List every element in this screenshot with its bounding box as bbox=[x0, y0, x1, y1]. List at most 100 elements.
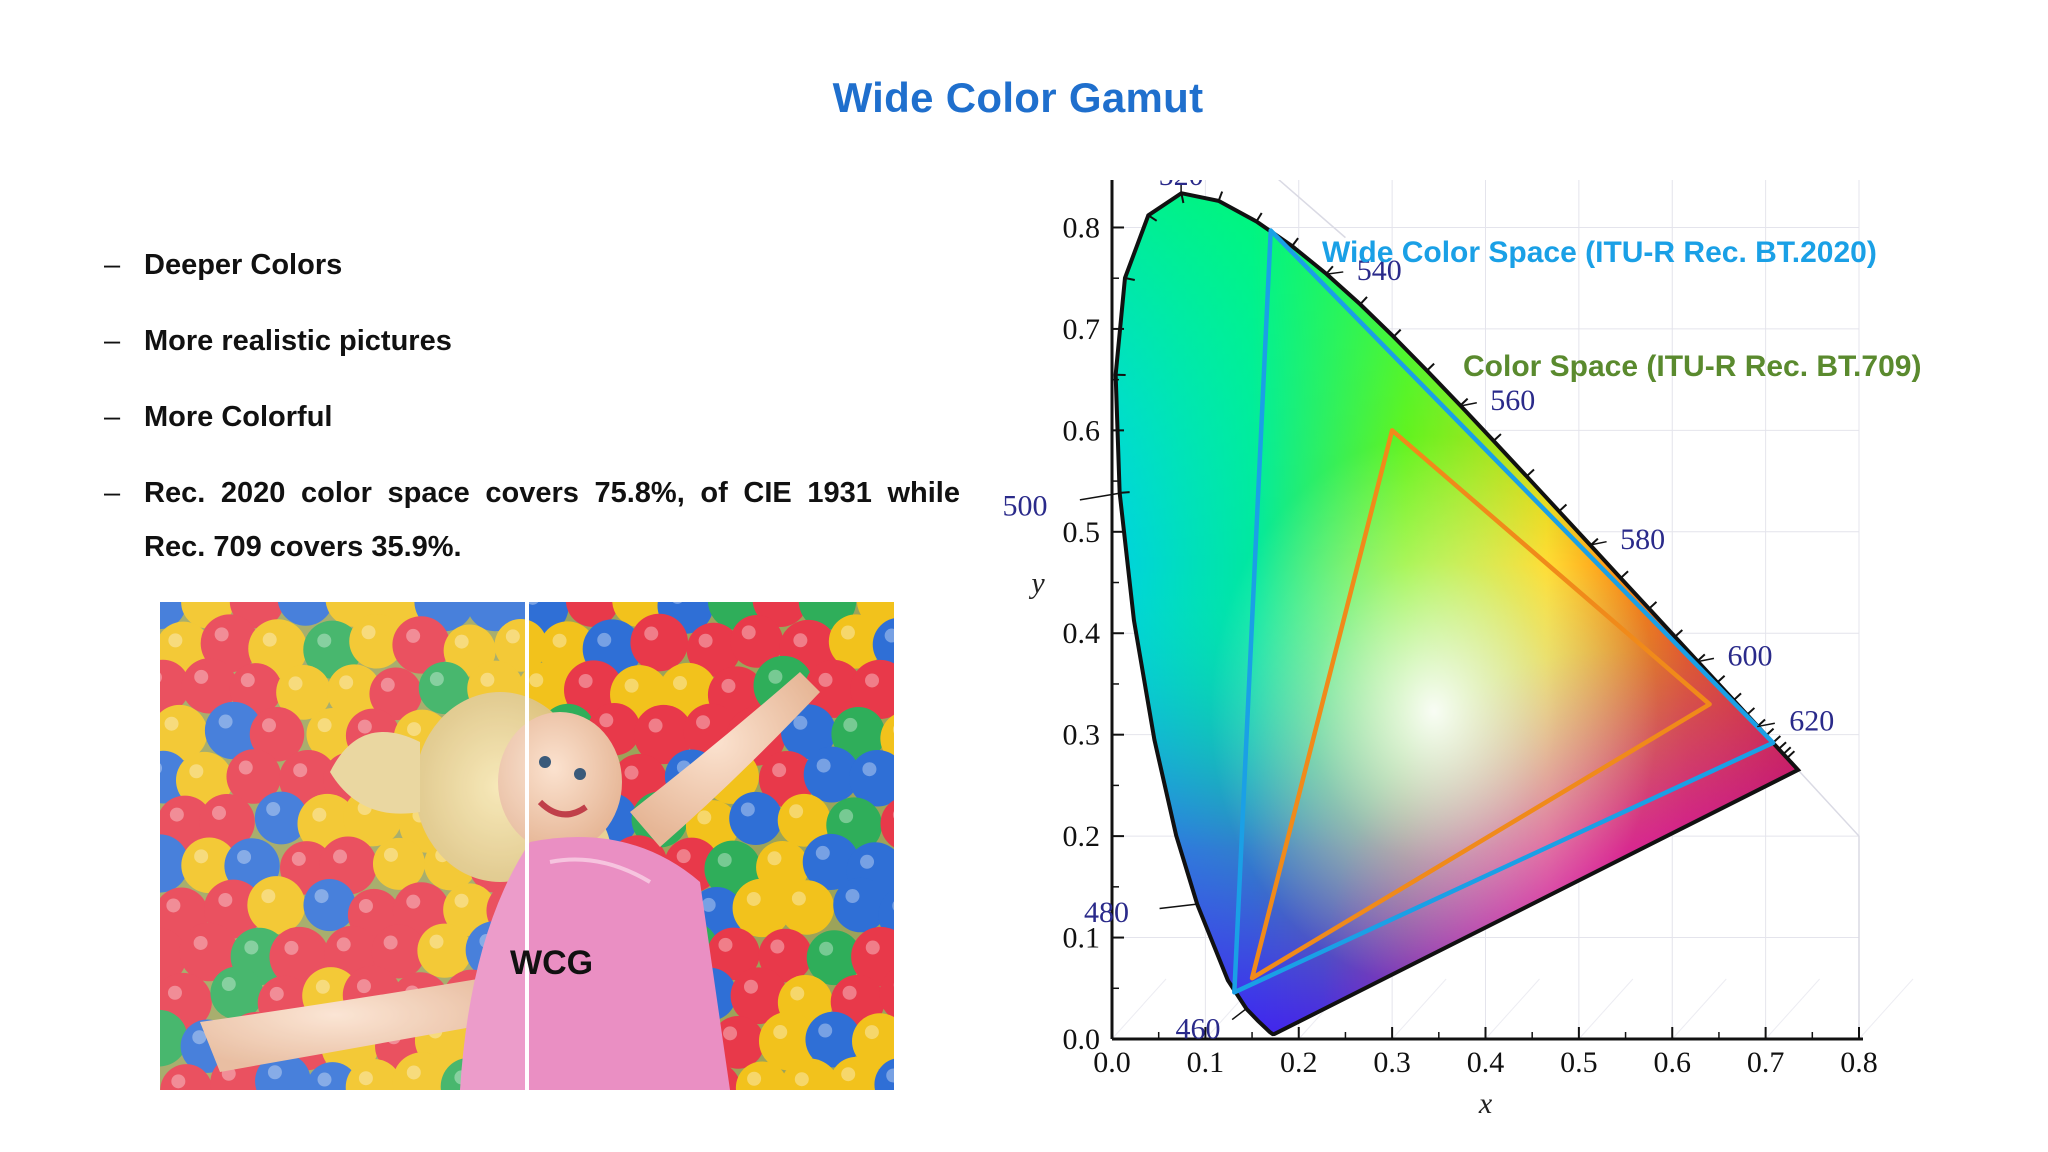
ball-highlight bbox=[406, 894, 421, 909]
locus-tick bbox=[1696, 653, 1706, 662]
locus-tick bbox=[1147, 214, 1158, 222]
locus-tick bbox=[1786, 750, 1796, 759]
plastic-ball bbox=[160, 602, 187, 630]
ball-highlight bbox=[793, 715, 808, 730]
plastic-ball bbox=[630, 613, 689, 672]
plastic-ball bbox=[306, 708, 359, 761]
plastic-ball bbox=[392, 882, 450, 940]
locus-tick bbox=[1392, 328, 1402, 338]
ball-highlight bbox=[333, 849, 348, 864]
plastic-ball bbox=[229, 663, 282, 716]
plastic-ball bbox=[369, 667, 423, 721]
y-tick-label: 0.6 bbox=[1063, 414, 1101, 447]
ball-highlight bbox=[865, 940, 880, 955]
ball-highlight bbox=[169, 807, 184, 822]
ball-highlight bbox=[406, 1065, 421, 1080]
plastic-ball bbox=[210, 966, 264, 1020]
plastic-ball bbox=[686, 622, 741, 677]
wcg-label: WCG bbox=[510, 944, 594, 982]
ball-highlight bbox=[552, 633, 567, 648]
plastic-ball bbox=[254, 791, 308, 845]
y-tick-label: 0.0 bbox=[1063, 1023, 1101, 1056]
y-tick-label: 0.4 bbox=[1063, 617, 1101, 650]
plastic-ball bbox=[758, 750, 816, 808]
plastic-ball bbox=[758, 1011, 818, 1071]
plastic-ball bbox=[831, 707, 886, 761]
x-tick-label: 0.6 bbox=[1654, 1046, 1692, 1079]
ball-highlight bbox=[214, 627, 229, 642]
ball-highlight bbox=[741, 625, 756, 640]
ball-pit-photo bbox=[160, 602, 894, 1090]
wavelength-label-520: 520 bbox=[1159, 180, 1204, 192]
plastic-ball bbox=[392, 616, 450, 674]
plastic-ball bbox=[805, 1011, 862, 1068]
ball-highlight bbox=[697, 810, 712, 825]
ball-highlight bbox=[676, 849, 691, 864]
plastic-ball bbox=[276, 665, 331, 720]
plastic-ball bbox=[247, 876, 306, 935]
ball-highlight bbox=[266, 801, 281, 816]
ball-highlight bbox=[839, 809, 854, 824]
ball-highlight bbox=[314, 889, 329, 904]
plastic-ball bbox=[803, 746, 860, 803]
locus-tick bbox=[1359, 296, 1368, 305]
legend-bt2020: Wide Color Space (ITU-R Rec. BT.2020) bbox=[1322, 236, 1877, 269]
ball-highlight bbox=[454, 893, 469, 908]
ball-highlight bbox=[845, 889, 860, 904]
ball-highlight bbox=[886, 1068, 894, 1083]
ball-highlight bbox=[892, 810, 894, 819]
ball-highlight bbox=[361, 625, 376, 640]
ball-highlight bbox=[747, 1071, 762, 1086]
wavelength-leader bbox=[1079, 492, 1120, 501]
ball-highlight bbox=[770, 939, 785, 954]
plastic-ball bbox=[160, 704, 208, 761]
ball-highlight bbox=[862, 762, 877, 777]
ball-highlight bbox=[841, 1067, 856, 1082]
ball-highlight bbox=[358, 1071, 373, 1086]
ball-highlight bbox=[261, 889, 276, 904]
plastic-ball bbox=[777, 793, 831, 847]
ball-highlight bbox=[317, 718, 332, 733]
ball-highlight bbox=[315, 979, 330, 994]
x-tick-label: 0.7 bbox=[1747, 1046, 1785, 1079]
ball-highlight bbox=[740, 802, 755, 817]
plastic-ball bbox=[735, 1061, 789, 1090]
plastic-ball bbox=[828, 614, 884, 669]
plastic-ball bbox=[160, 659, 190, 714]
ball-highlight bbox=[192, 1030, 207, 1045]
plastic-ball bbox=[279, 750, 338, 809]
ball-highlight bbox=[189, 764, 204, 779]
y-tick-label: 0.5 bbox=[1063, 516, 1101, 549]
plastic-ball bbox=[392, 1052, 451, 1090]
ball-highlight bbox=[429, 934, 444, 949]
ball-highlight bbox=[218, 892, 233, 907]
plastic-ball bbox=[874, 1058, 894, 1090]
plastic-ball bbox=[729, 791, 783, 846]
ball-highlight bbox=[480, 672, 495, 687]
ball-highlight bbox=[723, 1026, 738, 1041]
ball-highlight bbox=[238, 760, 253, 775]
ball-highlight bbox=[789, 804, 804, 819]
wavelength-label-500: 500 bbox=[1002, 489, 1047, 522]
cie-chromaticity-diagram: 0.0 0.1 0.2 0.3 0.4 0.5 0.6 0.7 0.8 0.0 0.1 0.2 0.3 0… bbox=[1000, 180, 2040, 1140]
grid-line bbox=[1391, 978, 1447, 1040]
locus-tick bbox=[1325, 265, 1334, 275]
ball-highlight bbox=[864, 1025, 879, 1040]
cie-1931-chart: 0.0 0.1 0.2 0.3 0.4 0.5 0.6 0.7 0.8 0.0 0.1 0.2 0.3 0… bbox=[1002, 180, 1914, 1120]
ball-highlight bbox=[624, 765, 639, 780]
plastic-ball bbox=[179, 922, 238, 982]
ball-highlight bbox=[194, 849, 209, 864]
plastic-ball bbox=[199, 794, 255, 850]
ball-highlight bbox=[269, 986, 284, 1001]
ball-highlight bbox=[790, 986, 805, 1001]
ball-highlight bbox=[819, 941, 834, 956]
locus-tick bbox=[1746, 707, 1756, 716]
plastic-ball bbox=[160, 795, 213, 852]
ball-highlight bbox=[218, 714, 233, 729]
ball-highlight bbox=[791, 891, 806, 906]
locus-tick bbox=[1525, 468, 1535, 478]
plastic-ball bbox=[880, 714, 894, 763]
plastic-ball bbox=[779, 880, 835, 935]
plastic-ball bbox=[203, 879, 263, 939]
ball-highlight bbox=[768, 669, 783, 684]
